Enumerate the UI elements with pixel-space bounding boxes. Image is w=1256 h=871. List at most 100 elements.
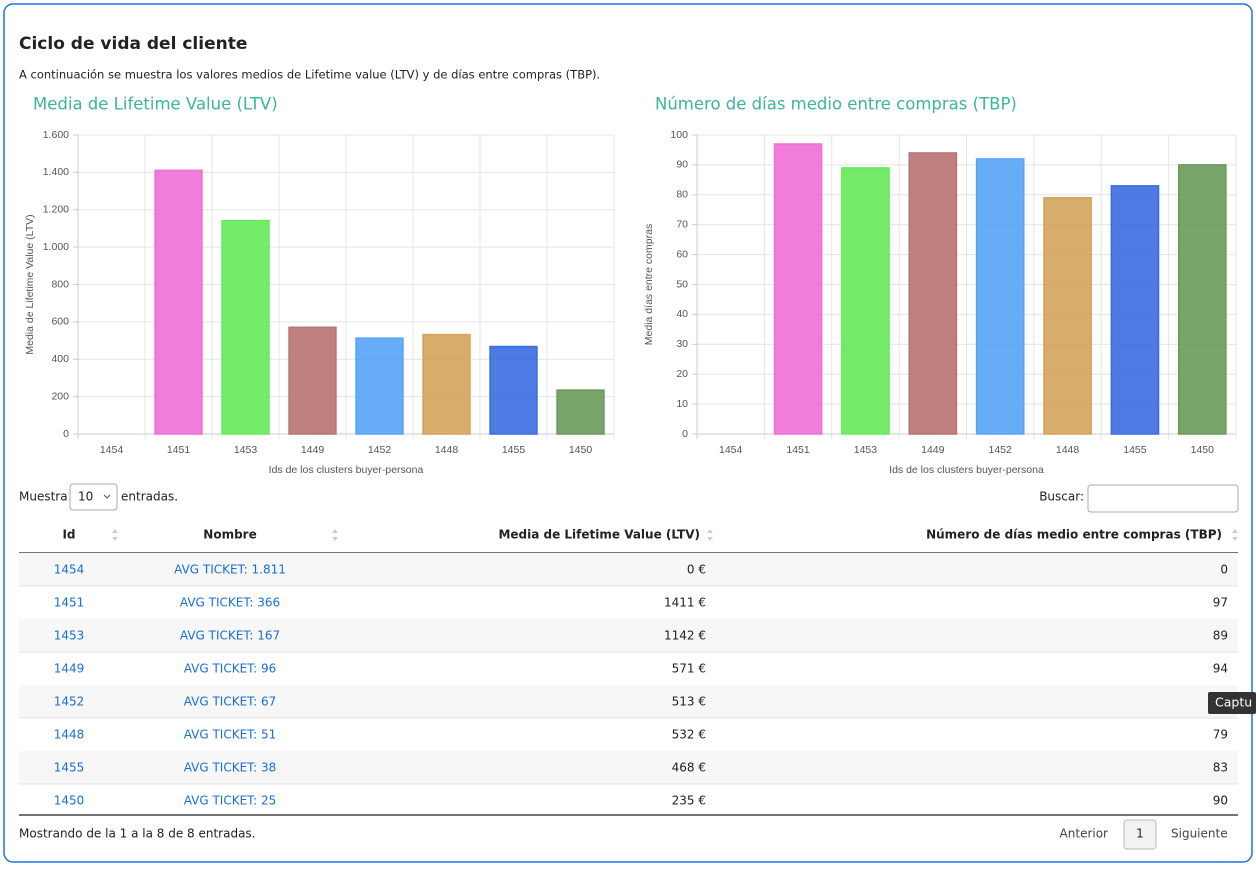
- table-cell[interactable]: 1448: [54, 728, 85, 742]
- bar: [1043, 197, 1092, 435]
- x-tick-label: 1453: [854, 444, 878, 456]
- length-after: entradas.: [121, 490, 178, 504]
- length-select[interactable]: [69, 483, 118, 511]
- bar: [355, 337, 404, 435]
- table-cell[interactable]: AVG TICKET: 25: [184, 794, 277, 808]
- table-cell: 1411 €: [664, 596, 706, 610]
- row-stripe: [19, 685, 1238, 718]
- x-tick-label: 1449: [301, 444, 325, 456]
- table-cell[interactable]: AVG TICKET: 96: [184, 662, 277, 676]
- column-header[interactable]: Número de días medio entre compras (TBP): [926, 528, 1222, 542]
- x-tick-label: 1452: [368, 444, 392, 456]
- tooltip-text: Captu: [1215, 695, 1252, 710]
- length-value[interactable]: 10: [78, 490, 93, 504]
- table-cell[interactable]: AVG TICKET: 51: [184, 728, 277, 742]
- table-cell[interactable]: 1454: [54, 563, 85, 577]
- table-info: Mostrando de la 1 a la 8 de 8 entradas.: [19, 827, 255, 841]
- column-header[interactable]: Nombre: [203, 528, 256, 542]
- row-stripe: [19, 751, 1238, 784]
- y-tick-label: 0: [682, 428, 688, 440]
- table-cell: 0 €: [687, 563, 706, 577]
- y-tick-label: 0: [63, 428, 69, 440]
- table-cell[interactable]: 1450: [54, 794, 85, 808]
- next-button[interactable]: Siguiente: [1171, 827, 1228, 841]
- column-header[interactable]: Media de Lifetime Value (LTV): [498, 528, 700, 542]
- table-cell: 94: [1213, 662, 1228, 676]
- search-input[interactable]: [1087, 484, 1239, 513]
- bar: [841, 167, 890, 435]
- x-tick-label: 1455: [1123, 444, 1147, 456]
- x-tick-label: 1448: [1056, 444, 1080, 456]
- table-cell: 89: [1213, 629, 1228, 643]
- table-cell[interactable]: 1452: [54, 695, 85, 709]
- table-cell: 513 €: [672, 695, 706, 709]
- chart-title: Número de días medio entre compras (TBP): [655, 95, 1017, 114]
- bar: [154, 169, 203, 435]
- sort-icon: [1232, 529, 1238, 541]
- y-tick-label: 40: [676, 308, 688, 320]
- table-cell[interactable]: 1453: [54, 629, 85, 643]
- y-tick-label: 60: [676, 248, 688, 260]
- bar: [773, 143, 823, 435]
- table-cell[interactable]: AVG TICKET: 366: [180, 596, 280, 610]
- table-cell[interactable]: AVG TICKET: 167: [180, 629, 280, 643]
- length-before: Muestra: [19, 490, 68, 504]
- table-cell[interactable]: 1449: [54, 662, 85, 676]
- row-stripe: [19, 553, 1238, 586]
- bar: [221, 219, 270, 435]
- x-tick-label: 1449: [921, 444, 945, 456]
- table-cell: 532 €: [672, 728, 706, 742]
- column-header[interactable]: Id: [62, 528, 75, 542]
- x-tick-label: 1452: [989, 444, 1013, 456]
- x-tick-label: 1451: [167, 444, 191, 456]
- bar: [489, 345, 538, 435]
- search-label: Buscar:: [1039, 490, 1084, 504]
- sort-icon: [112, 529, 118, 541]
- table-cell: 83: [1213, 761, 1228, 775]
- y-tick-label: 70: [676, 218, 688, 230]
- bar: [288, 326, 337, 435]
- y-axis-label: Media días entre compras: [643, 224, 655, 345]
- y-tick-label: 50: [676, 278, 688, 290]
- sort-icon: [332, 529, 338, 541]
- x-tick-label: 1454: [100, 444, 124, 456]
- bar: [556, 389, 605, 435]
- select-arrow: [103, 494, 111, 499]
- prev-button[interactable]: Anterior: [1060, 827, 1109, 841]
- x-tick-label: 1448: [435, 444, 459, 456]
- page-button[interactable]: [1123, 819, 1157, 850]
- chart-title: Media de Lifetime Value (LTV): [33, 95, 278, 114]
- sort-icon: [707, 529, 713, 541]
- x-axis-label: Ids de los clusters buyer-persona: [269, 464, 424, 476]
- bar: [422, 333, 471, 435]
- x-tick-label: 1455: [502, 444, 526, 456]
- table-cell: 468 €: [672, 761, 706, 775]
- table-cell[interactable]: 1455: [54, 761, 85, 775]
- y-tick-label: 1.600: [43, 129, 69, 141]
- x-tick-label: 1454: [719, 444, 743, 456]
- table-cell[interactable]: AVG TICKET: 67: [184, 695, 277, 709]
- x-axis-label: Ids de los clusters buyer-persona: [889, 464, 1044, 476]
- y-tick-label: 80: [676, 189, 688, 201]
- y-tick-label: 200: [51, 390, 69, 402]
- x-tick-label: 1453: [234, 444, 258, 456]
- y-tick-label: 20: [676, 368, 688, 380]
- table-cell[interactable]: AVG TICKET: 1.811: [174, 563, 286, 577]
- x-tick-label: 1451: [786, 444, 810, 456]
- subtitle: A continuación se muestra los valores me…: [19, 68, 600, 82]
- y-tick-label: 10: [676, 398, 688, 410]
- x-tick-label: 1450: [1191, 444, 1215, 456]
- y-tick-label: 600: [51, 316, 69, 328]
- y-tick-label: 30: [676, 338, 688, 350]
- bar: [1110, 185, 1160, 435]
- page-number[interactable]: 1: [1136, 827, 1144, 841]
- x-tick-label: 1450: [569, 444, 593, 456]
- table-cell[interactable]: AVG TICKET: 38: [184, 761, 277, 775]
- y-tick-label: 1.000: [43, 241, 69, 253]
- page-title: Ciclo de vida del cliente: [19, 34, 247, 54]
- table-cell[interactable]: 1451: [54, 596, 85, 610]
- y-tick-label: 1.400: [43, 166, 69, 178]
- table-cell: 235 €: [672, 794, 706, 808]
- table-cell: 90: [1213, 794, 1228, 808]
- table-cell: 571 €: [672, 662, 706, 676]
